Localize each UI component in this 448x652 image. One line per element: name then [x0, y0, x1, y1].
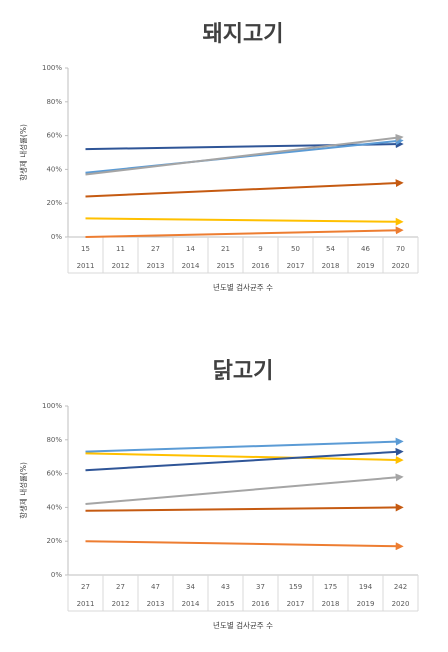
- x-tick-label: 2018: [322, 262, 340, 270]
- trend-line: [85, 226, 404, 238]
- count-label: 14: [186, 245, 195, 253]
- x-tick-label: 2013: [147, 262, 165, 270]
- y-tick-label: 0%: [51, 233, 62, 241]
- count-label: 54: [326, 245, 335, 253]
- y-tick-label: 80%: [46, 436, 62, 444]
- trend-line: [85, 540, 404, 551]
- count-label: 159: [289, 583, 302, 591]
- x-tick-label: 2017: [287, 600, 305, 608]
- count-label: 194: [359, 583, 373, 591]
- y-tick-label: 40%: [46, 165, 62, 173]
- y-axis-label: 항생제 내성률(%): [18, 462, 28, 519]
- trend-line: [85, 133, 404, 176]
- x-tick-label: 2020: [392, 600, 410, 608]
- count-label: 15: [81, 245, 90, 253]
- count-label: 50: [291, 245, 300, 253]
- x-tick-label: 2015: [217, 262, 235, 270]
- y-tick-label: 60%: [46, 470, 62, 478]
- y-tick-label: 60%: [46, 132, 62, 140]
- trend-line: [85, 179, 404, 198]
- x-tick-label: 2018: [322, 600, 340, 608]
- x-tick-label: 2015: [217, 600, 235, 608]
- trend-line: [85, 452, 404, 464]
- trend-line: [85, 503, 404, 512]
- y-tick-label: 100%: [42, 402, 62, 410]
- x-tick-label: 2019: [357, 262, 375, 270]
- count-label: 27: [116, 583, 125, 591]
- x-tick-label: 2014: [182, 600, 200, 608]
- count-label: 242: [394, 583, 407, 591]
- count-label: 27: [81, 583, 90, 591]
- count-label: 70: [396, 245, 405, 253]
- x-tick-label: 2016: [252, 600, 270, 608]
- count-label: 27: [151, 245, 160, 253]
- chart-title: 닭고기: [213, 359, 274, 384]
- x-tick-label: 2013: [147, 600, 165, 608]
- count-label: 34: [186, 583, 195, 591]
- y-tick-label: 40%: [46, 503, 62, 511]
- count-label: 37: [256, 583, 265, 591]
- x-tick-label: 2020: [392, 262, 410, 270]
- count-label: 46: [361, 245, 370, 253]
- count-label: 175: [324, 583, 337, 591]
- x-tick-label: 2011: [77, 262, 95, 270]
- count-label: 9: [258, 245, 262, 253]
- x-tick-label: 2016: [252, 262, 270, 270]
- count-label: 43: [221, 583, 230, 591]
- x-tick-label: 2017: [287, 262, 305, 270]
- x-tick-label: 2012: [112, 600, 130, 608]
- y-axis-label: 항생제 내성률(%): [18, 124, 28, 181]
- x-tick-label: 2019: [357, 600, 375, 608]
- y-tick-label: 100%: [42, 64, 62, 72]
- y-tick-label: 20%: [46, 199, 62, 207]
- trend-line: [85, 437, 404, 453]
- y-tick-label: 80%: [46, 98, 62, 106]
- chart-title: 돼지고기: [203, 22, 284, 47]
- y-tick-label: 0%: [51, 571, 62, 579]
- x-tick-label: 2011: [77, 600, 95, 608]
- x-axis-label: 년도별 검사균주 수: [213, 620, 273, 630]
- x-tick-label: 2012: [112, 262, 130, 270]
- trend-line: [85, 473, 404, 506]
- x-tick-label: 2014: [182, 262, 200, 270]
- count-label: 21: [221, 245, 230, 253]
- trend-line: [85, 217, 404, 226]
- trend-line: [85, 447, 404, 472]
- y-tick-label: 20%: [46, 537, 62, 545]
- count-label: 11: [116, 245, 125, 253]
- x-axis-label: 년도별 검사균주 수: [213, 282, 273, 292]
- count-label: 47: [151, 583, 160, 591]
- trend-line: [85, 140, 404, 151]
